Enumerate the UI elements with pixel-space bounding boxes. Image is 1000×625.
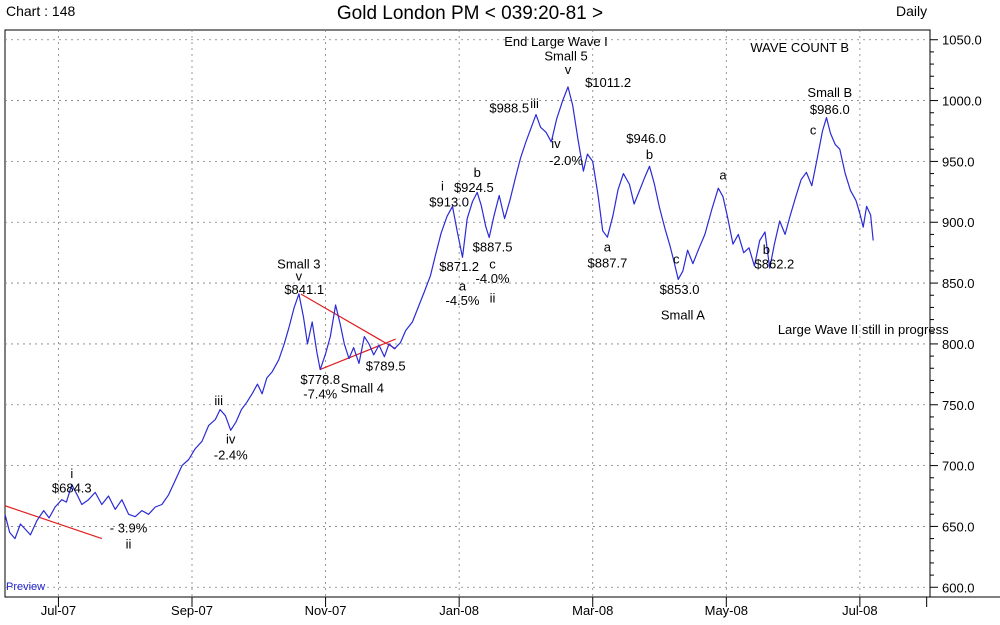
wave-annotation: -4.0% — [476, 271, 510, 286]
x-tick-label: Jan-08 — [439, 603, 479, 618]
wave-annotation: v — [565, 62, 572, 77]
x-tick-label: May-08 — [705, 603, 748, 618]
wave-annotation: Small 3 — [277, 256, 320, 271]
wave-annotation: Small A — [661, 308, 705, 323]
wave-annotation: Large Wave II still in progress — [778, 322, 949, 337]
trend-line — [320, 338, 396, 371]
grid-lines — [5, 30, 930, 597]
wave-annotation: $988.5 — [489, 101, 529, 116]
wave-annotation: b — [646, 147, 653, 162]
y-tick-label: 1050.0 — [942, 33, 982, 48]
trend-line — [300, 293, 397, 350]
wave-annotation: b — [763, 242, 770, 257]
wave-annotation: $1011.2 — [585, 75, 631, 90]
wave-annotation: WAVE COUNT B — [750, 40, 849, 55]
wave-annotation: Small 5 — [544, 48, 587, 63]
y-tick-label: 800.0 — [942, 337, 975, 352]
wave-annotation: $778.8 — [300, 372, 340, 387]
wave-annotation: -4.5% — [446, 293, 480, 308]
wave-annotation: - 3.9% — [110, 521, 148, 536]
wave-annotation: iv — [551, 136, 561, 151]
wave-annotation: $986.0 — [810, 102, 850, 117]
y-tick-label: 600.0 — [942, 580, 975, 595]
trend-line — [4, 505, 103, 540]
y-tick-label: 950.0 — [942, 154, 975, 169]
wave-annotation: Small 4 — [341, 381, 384, 396]
wave-annotation: $853.0 — [660, 282, 700, 297]
wave-annotation: c — [489, 256, 496, 271]
wave-annotation: $862.2 — [755, 256, 795, 271]
x-tick-label: Jul-08 — [842, 603, 877, 618]
preview-watermark: Preview — [6, 581, 45, 593]
wave-annotation: -2.0% — [549, 153, 583, 168]
wave-annotation: $887.5 — [473, 239, 513, 254]
wave-annotation: a — [459, 278, 467, 293]
y-tick-label: 850.0 — [942, 276, 975, 291]
wave-annotation: -7.4% — [303, 387, 337, 402]
wave-annotation: $887.7 — [588, 255, 628, 270]
wave-annotation: $871.2 — [439, 259, 479, 274]
wave-annotation: c — [810, 123, 817, 138]
y-axis: 600.0 650.0 700.0 750.0 800.0 850.0 900.0 950.0… — [930, 33, 982, 595]
wave-annotation: b — [474, 165, 481, 180]
x-tick-label: Jul-07 — [41, 603, 76, 618]
y-tick-label: 700.0 — [942, 459, 975, 474]
trend-lines — [4, 293, 397, 540]
wave-annotation: $946.0 — [626, 131, 666, 146]
wave-annotation: $924.5 — [454, 180, 494, 195]
wave-annotation: a — [719, 168, 727, 183]
x-tick-label: Sep-07 — [171, 603, 213, 618]
x-tick-label: Nov-07 — [305, 603, 347, 618]
wave-annotation: i — [441, 179, 444, 194]
wave-annotation: a — [604, 239, 612, 254]
wave-annotation: End Large Wave I — [504, 34, 608, 49]
wave-annotation: i — [70, 466, 73, 481]
wave-annotation: iii — [530, 96, 539, 111]
plot-frame — [4, 29, 1000, 598]
y-tick-label: 1000.0 — [942, 94, 982, 109]
y-tick-label: 750.0 — [942, 398, 975, 413]
wave-annotation: -2.4% — [214, 448, 248, 463]
chart-number: Chart : 148 — [6, 3, 76, 19]
y-tick-label: 650.0 — [942, 519, 975, 534]
price-line — [4, 86, 874, 540]
price-series — [4, 86, 874, 540]
x-tick-label: Mar-08 — [572, 603, 613, 618]
wave-annotation: $684.3 — [52, 480, 92, 495]
wave-annotation: $841.1 — [284, 282, 324, 297]
wave-annotation: ii — [126, 536, 132, 551]
x-axis: Jul-07 Sep-07 Nov-07 Jan-08 Mar-08 May-08 Jul-… — [41, 597, 928, 618]
chart-header: Chart : 148 Gold London PM < 039:20-81 >… — [0, 0, 1000, 28]
chart-period: Daily — [896, 3, 928, 19]
wave-annotation: $789.5 — [366, 359, 406, 374]
wave-annotation: iii — [214, 393, 223, 408]
wave-annotation: $913.0 — [429, 194, 469, 209]
wave-annotation: c — [673, 252, 680, 267]
wave-annotation: ii — [490, 291, 496, 306]
wave-annotation: v — [296, 269, 303, 284]
chart-title: Gold London PM < 039:20-81 > — [336, 3, 604, 24]
y-tick-label: 900.0 — [942, 215, 975, 230]
wave-annotation: Small B — [807, 85, 852, 100]
wave-annotation: iv — [226, 432, 236, 447]
